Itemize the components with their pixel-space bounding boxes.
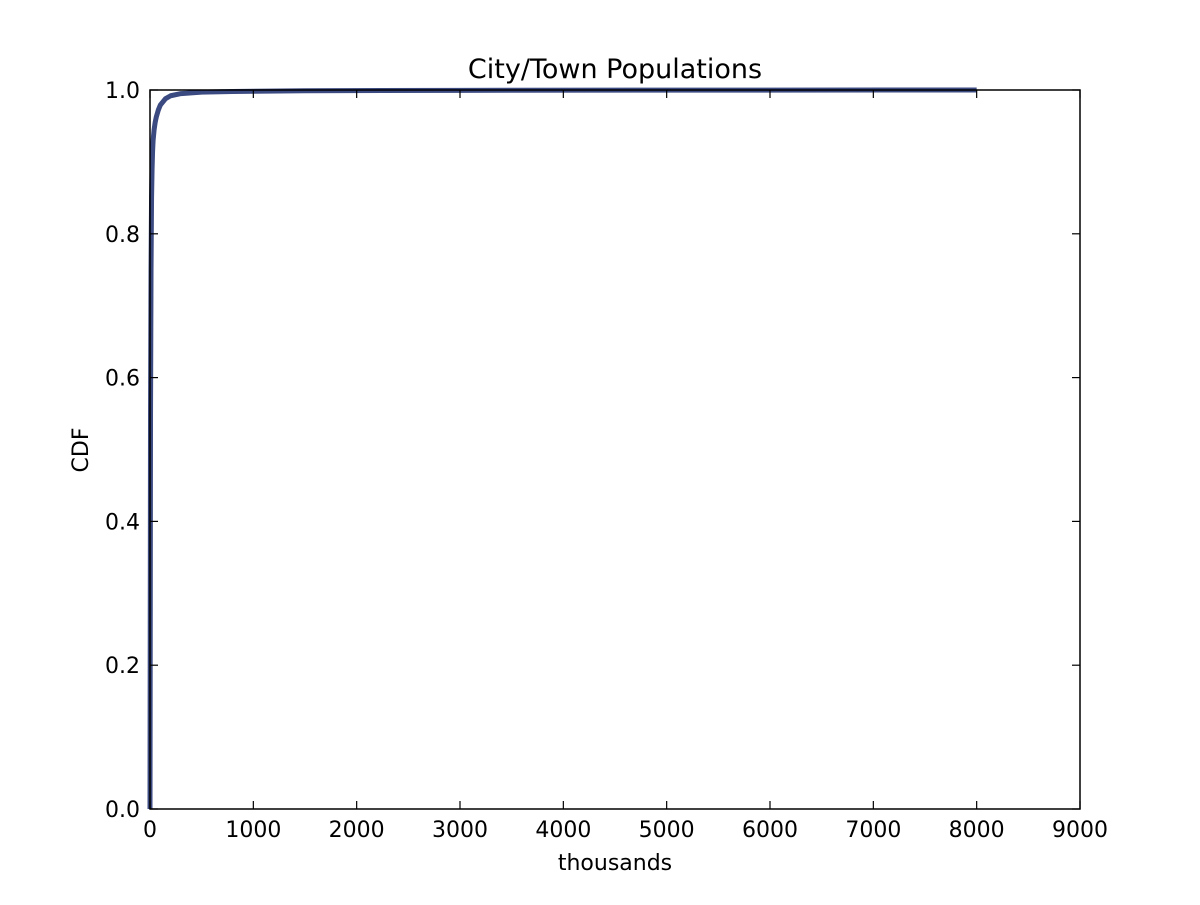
y-tick-label: 0.4 [105, 510, 140, 535]
x-tick-label: 7000 [845, 818, 901, 843]
x-tick-label: 0 [143, 818, 157, 843]
x-tick-label: 9000 [1052, 818, 1108, 843]
y-tick-label: 0.8 [105, 223, 140, 248]
y-tick-label: 0.0 [105, 798, 140, 823]
x-tick-label: 8000 [949, 818, 1005, 843]
x-tick-label: 1000 [225, 818, 281, 843]
x-tick-label: 3000 [432, 818, 488, 843]
x-axis-label: thousands [558, 851, 672, 876]
x-tick-label: 4000 [535, 818, 591, 843]
y-tick-label: 0.6 [105, 367, 140, 392]
x-tick-label: 6000 [742, 818, 798, 843]
y-tick-label: 0.2 [105, 654, 140, 679]
x-tick-label: 2000 [329, 818, 385, 843]
cdf-line [147, 87, 977, 810]
y-tick-label: 1.0 [105, 79, 140, 104]
chart-title: City/Town Populations [468, 54, 762, 85]
plot-frame [149, 89, 1081, 810]
x-tick-label: 5000 [639, 818, 695, 843]
y-axis-label: CDF [69, 428, 94, 473]
plot-area: 0 1000 2000 3000 4000 5000 6000 7000 8000 9000 0.0… [105, 79, 1108, 843]
